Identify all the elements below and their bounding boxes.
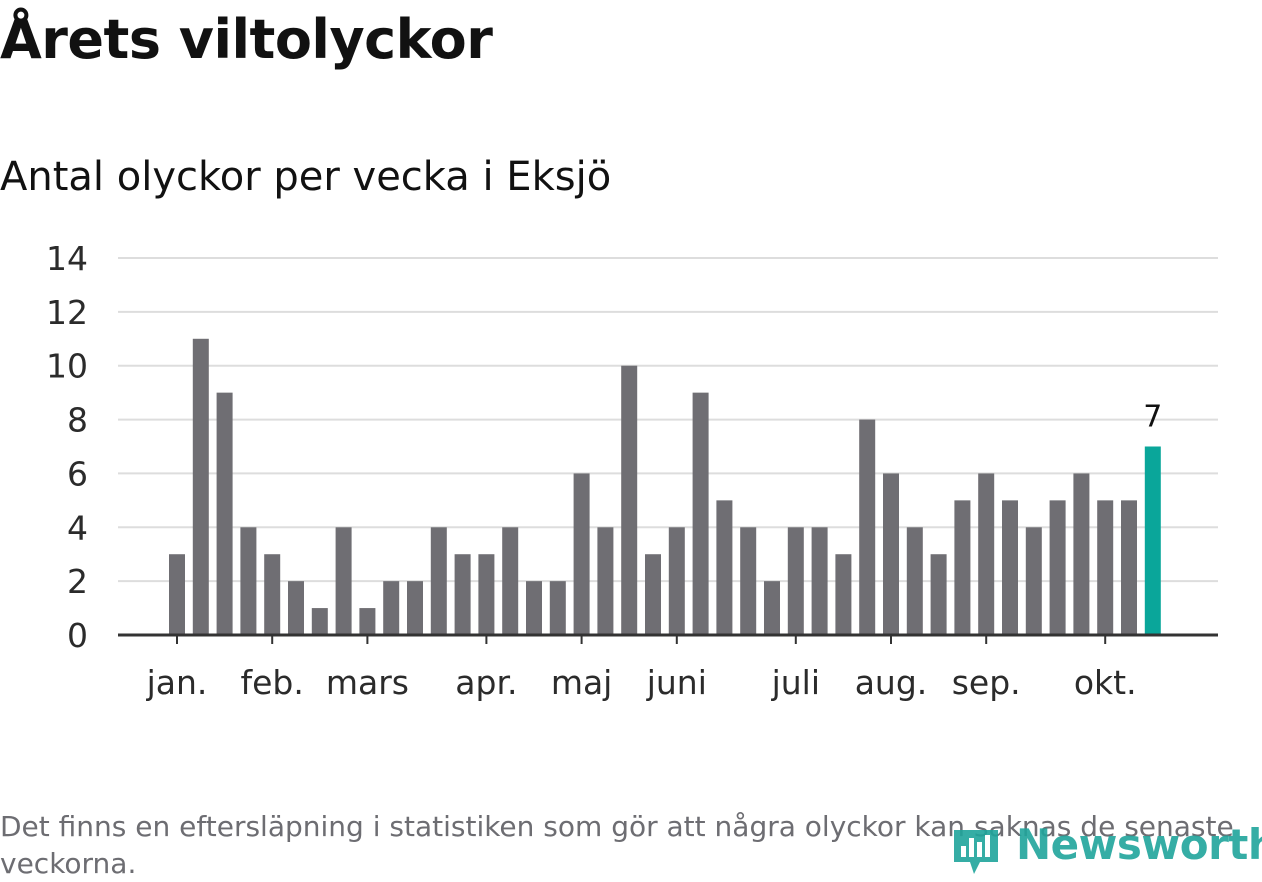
bar-highlight <box>1144 446 1161 635</box>
bar <box>311 608 328 635</box>
bar <box>240 527 257 635</box>
bar <box>454 554 471 635</box>
x-tick-label: jan. <box>146 663 208 702</box>
y-tick-label: 12 <box>46 293 88 332</box>
bar <box>502 527 519 635</box>
chart-subtitle: Antal olyckor per vecka i Eksjö <box>0 154 612 200</box>
bar <box>978 473 995 635</box>
x-tick-label: okt. <box>1074 663 1137 702</box>
bar <box>859 419 876 635</box>
page-title: Årets viltolyckor <box>0 8 493 71</box>
x-tick-label: juni <box>646 663 707 702</box>
bar <box>1073 473 1090 635</box>
newsworthy-logo-text: Newsworthy <box>1016 820 1262 869</box>
bar <box>478 554 495 635</box>
x-tick-label: juli <box>771 663 820 702</box>
bar <box>407 581 423 635</box>
bar <box>383 581 400 635</box>
bar <box>1121 500 1137 635</box>
bar-chart: 0 2 4 6 8 10 12 14 jan. feb. mars apr. maj juni juli a… <box>46 239 1218 702</box>
bar <box>811 527 828 635</box>
bar <box>1002 500 1018 635</box>
bar <box>192 338 209 635</box>
x-axis: jan. feb. mars apr. maj juni juli aug. sep. okt. <box>118 633 1218 702</box>
x-tick-label: mars <box>326 663 409 702</box>
y-tick-label: 2 <box>67 562 88 601</box>
bar <box>645 554 661 635</box>
bar <box>216 392 233 635</box>
y-tick-label: 0 <box>67 616 88 655</box>
data-labels: 7 <box>1143 400 1162 435</box>
bar <box>359 608 376 635</box>
footnote: Det finns en eftersläpning i statistiken… <box>0 810 1234 880</box>
bar <box>430 527 447 635</box>
bar <box>668 527 685 635</box>
bar <box>906 527 923 635</box>
y-tick-label: 10 <box>46 347 88 386</box>
data-label-last-week: 7 <box>1143 400 1162 435</box>
bar <box>597 527 614 635</box>
bar <box>835 554 852 635</box>
bar <box>787 527 804 635</box>
bar <box>573 473 590 635</box>
x-tick-label: maj <box>551 663 613 702</box>
x-tick-label: aug. <box>855 663 928 702</box>
y-tick-label: 4 <box>67 508 88 547</box>
bar <box>692 392 709 635</box>
bar <box>930 554 947 635</box>
bar <box>764 581 780 635</box>
y-axis-ticks: 0 2 4 6 8 10 12 14 <box>46 239 88 655</box>
bar <box>549 581 566 635</box>
y-tick-label: 8 <box>67 401 88 440</box>
bar <box>740 527 757 635</box>
x-tick-label: apr. <box>455 663 517 702</box>
bar <box>335 527 352 635</box>
bar <box>716 500 733 635</box>
bars <box>169 338 1161 635</box>
bar <box>169 554 185 635</box>
newsworthy-logo-icon <box>954 830 998 874</box>
bar <box>1025 527 1042 635</box>
bar <box>526 581 542 635</box>
y-tick-label: 6 <box>67 454 88 493</box>
bar <box>264 554 281 635</box>
x-tick-label: feb. <box>241 663 304 702</box>
bar <box>288 581 304 635</box>
bar <box>1049 500 1066 635</box>
bar <box>1097 500 1114 635</box>
newsworthy-logo: Newsworthy <box>950 818 1262 876</box>
bar <box>954 500 971 635</box>
bar <box>883 473 899 635</box>
x-tick-label: sep. <box>952 663 1021 702</box>
y-tick-label: 14 <box>46 239 88 278</box>
bar <box>621 365 638 635</box>
